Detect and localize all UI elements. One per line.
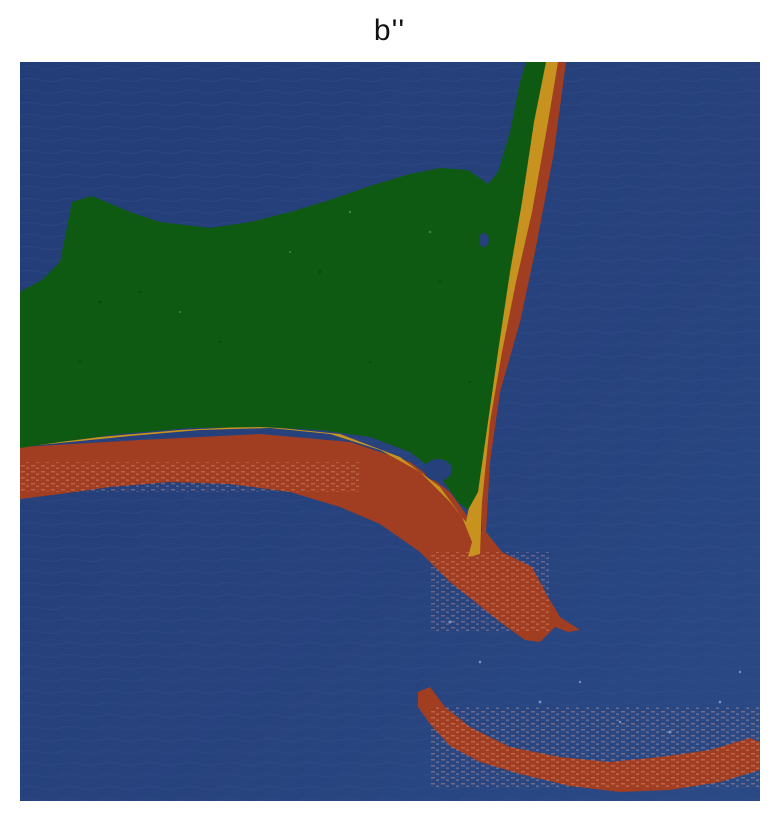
lagoon [424, 459, 452, 481]
vegetation-region [20, 62, 546, 510]
segmentation-image-panel [20, 62, 760, 801]
segmentation-overlay [20, 62, 760, 801]
wet-sand-region [20, 62, 580, 642]
dry-sand-region [20, 62, 558, 557]
figure-title: b'' [373, 14, 406, 47]
